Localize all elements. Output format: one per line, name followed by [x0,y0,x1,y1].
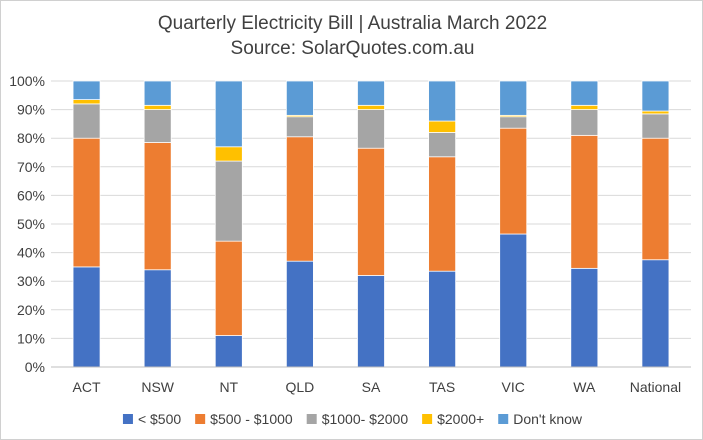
bar-segment [641,113,670,139]
bar-segment [214,146,243,162]
bar-segment [286,260,314,368]
bar-segment [143,104,172,110]
bar-segment [214,335,243,368]
legend-label: $2000+ [437,411,484,427]
x-tick-label: NSW [141,379,174,395]
legend-label: $1000- $2000 [322,411,409,427]
bar-segment [641,137,670,261]
y-tick-label: 20% [17,302,45,318]
bar-segment [357,104,385,110]
bar-segment [214,160,243,242]
x-tick-label: SA [362,379,381,395]
y-tick-label: 60% [17,187,45,203]
bar-segment [641,110,670,115]
bar-segment [641,259,670,368]
bar-segment [357,275,385,368]
bar-segment [499,233,528,368]
bar-segment [72,137,101,268]
bar-segment [143,269,172,368]
legend-label: < $500 [138,411,181,427]
bar-segment [143,142,172,271]
y-tick-label: 10% [17,330,45,346]
x-tick-label: National [630,379,681,395]
legend-item: $1000- $2000 [306,411,409,427]
x-tick-label: NT [219,379,238,395]
bars [72,80,670,368]
bar-segment [286,136,314,262]
bar-segment [72,266,101,368]
y-tick-label: 50% [17,216,45,232]
bar-segment [499,80,528,116]
chart-subtitle: Source: SolarQuotes.com.au [230,38,475,59]
y-tick-label: 0% [25,359,45,375]
chart-title: Quarterly Electricity Bill | Australia M… [157,13,548,34]
y-tick-label: 100% [9,73,45,89]
x-tick-label: QLD [285,379,314,395]
bar-segment [428,132,456,158]
bar-segment [499,127,528,235]
bar-segment [641,80,670,112]
bar-segment [214,80,243,148]
x-tick-label: ACT [73,379,101,395]
legend-swatch [122,414,133,424]
bar-segment [72,80,101,100]
bar-segment [428,120,456,133]
bar-segment [143,80,172,106]
y-tick-label: 30% [17,273,45,289]
bar-segment [357,147,385,276]
legend-swatch [306,414,317,424]
bar-segment [357,80,385,106]
legend-item: Don't know [498,411,583,427]
x-tick-label: VIC [502,379,525,395]
legend-swatch [422,414,433,424]
y-tick-label: 80% [17,130,45,146]
axes: 0% 10% 20% 30% 40% 50% 60% 70% 80% 90% 100% ACT NSW N… [9,73,691,395]
legend-item: $2000+ [422,411,484,427]
bar-segment [570,134,599,269]
bar-segment [72,99,101,105]
bar-segment [570,267,599,368]
legend-label: $500 - $1000 [210,411,293,427]
bar-segment [286,116,314,138]
bar-segment [143,109,172,143]
legend-swatch [195,414,206,424]
legend-swatch [498,414,509,424]
y-tick-label: 40% [17,245,45,261]
bar-segment [428,156,456,272]
bar-segment [570,80,599,106]
x-tick-label: WA [573,379,596,395]
bar-segment [286,80,314,116]
x-tick-label: TAS [429,379,455,395]
y-tick-label: 70% [17,159,45,175]
bar-segment [570,104,599,110]
y-tick-label: 90% [17,102,45,118]
legend-item: $500 - $1000 [195,411,293,427]
bar-segment [72,103,101,139]
legend-item: < $500 [122,411,181,427]
bar-segment [499,116,528,129]
bar-segment [570,109,599,136]
bar-segment [428,270,456,368]
bar-segment [357,109,385,149]
legend: < $500 $500 - $1000 $1000- $2000 $2000+ Don'… [122,411,583,427]
bar-segment [214,240,243,336]
legend-label: Don't know [513,411,583,427]
bar-segment [428,80,456,122]
